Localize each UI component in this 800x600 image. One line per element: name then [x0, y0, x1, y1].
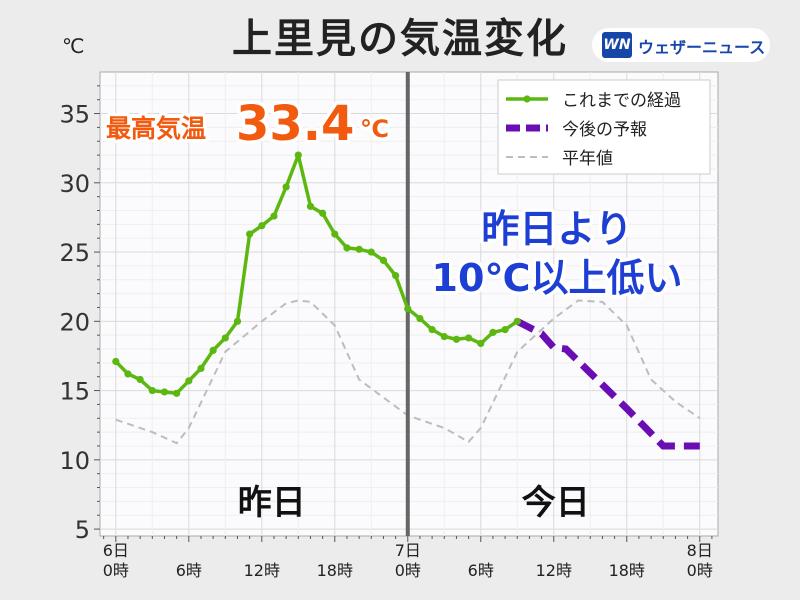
chart-title: 上里見の気温変化 — [232, 16, 568, 62]
legend-marker-observed — [523, 95, 531, 103]
observed-point — [233, 317, 242, 325]
x-tick-label-hour: 12時 — [536, 561, 572, 580]
observed-point — [306, 202, 315, 210]
forecast-series-line — [515, 318, 700, 450]
y-tick-label: 35 — [59, 101, 90, 129]
max-temp-value: 33.4 — [236, 96, 354, 152]
max-temp-unit: ℃ — [360, 115, 389, 143]
observed-point — [209, 346, 217, 354]
observed-point — [160, 388, 169, 396]
observed-point — [331, 230, 339, 238]
y-tick-label: 30 — [59, 170, 90, 198]
observed-point — [185, 377, 193, 385]
observed-point — [136, 375, 144, 384]
observed-point — [513, 317, 521, 325]
observed-point — [477, 339, 485, 348]
weathernews-logo-text: ウェザーニュース — [638, 38, 766, 57]
y-tick-label: 15 — [59, 378, 90, 406]
observed-point — [501, 326, 509, 334]
observed-point — [452, 335, 461, 343]
observed-point — [124, 370, 132, 378]
observed-point — [221, 334, 229, 342]
legend-label-observed: これまでの経過 — [562, 91, 681, 111]
comparison-note-line: 昨日より — [481, 207, 632, 251]
observed-point — [197, 364, 205, 373]
x-tick-label-hour: 0時 — [687, 561, 713, 580]
y-tick-label: 25 — [59, 239, 90, 267]
observed-point — [465, 334, 473, 342]
observed-point — [367, 248, 375, 256]
observed-point — [404, 305, 412, 313]
weathernews-logo-mark: WN — [602, 32, 632, 58]
y-axis-unit: ℃ — [62, 34, 85, 58]
observed-point — [428, 326, 436, 334]
x-tick-label-date: 6日 — [103, 541, 129, 560]
observed-point — [112, 357, 120, 366]
observed-point — [282, 183, 290, 191]
y-tick-label: 20 — [59, 308, 90, 336]
observed-point — [270, 212, 278, 220]
legend-label-forecast: 今後の予報 — [562, 120, 647, 140]
x-tick-label-hour: 12時 — [244, 561, 280, 580]
observed-point — [416, 314, 424, 323]
x-tick-label-date: 7日 — [395, 541, 421, 560]
observed-point — [379, 256, 388, 264]
observed-point — [148, 386, 156, 395]
observed-point — [294, 151, 302, 159]
x-tick-label-hour: 0時 — [103, 561, 129, 580]
legend-label-normal: 平年値 — [562, 149, 613, 169]
day-label: 昨日 — [238, 483, 306, 523]
observed-point — [258, 222, 266, 230]
x-tick-label-hour: 18時 — [609, 561, 645, 580]
y-tick-label: 5 — [75, 516, 90, 544]
x-tick-label-hour: 0時 — [395, 561, 421, 580]
comparison-note: 昨日より 10℃以上低い — [428, 204, 686, 304]
observed-point — [355, 245, 363, 253]
weathernews-logo: WN ウェザーニュース — [592, 28, 770, 62]
x-tick-label-hour: 6時 — [468, 561, 494, 580]
x-tick-label-hour: 18時 — [317, 561, 353, 580]
x-tick-label-hour: 6時 — [176, 561, 202, 580]
observed-series-line — [114, 153, 519, 396]
max-temp-callout: 最高気温 33.4 ℃ — [103, 93, 393, 156]
observed-point — [392, 272, 400, 280]
comparison-note-line: 10℃以上低い — [432, 256, 683, 300]
max-temp-label: 最高気温 — [106, 114, 206, 143]
observed-point — [489, 328, 497, 336]
observed-point — [246, 230, 254, 238]
observed-point — [343, 244, 351, 252]
y-tick-label: 10 — [59, 447, 90, 475]
observed-point — [440, 332, 448, 341]
x-tick-label-date: 8日 — [687, 541, 713, 560]
observed-point — [173, 389, 181, 397]
observed-point — [319, 209, 327, 217]
day-label: 今日 — [522, 483, 590, 523]
